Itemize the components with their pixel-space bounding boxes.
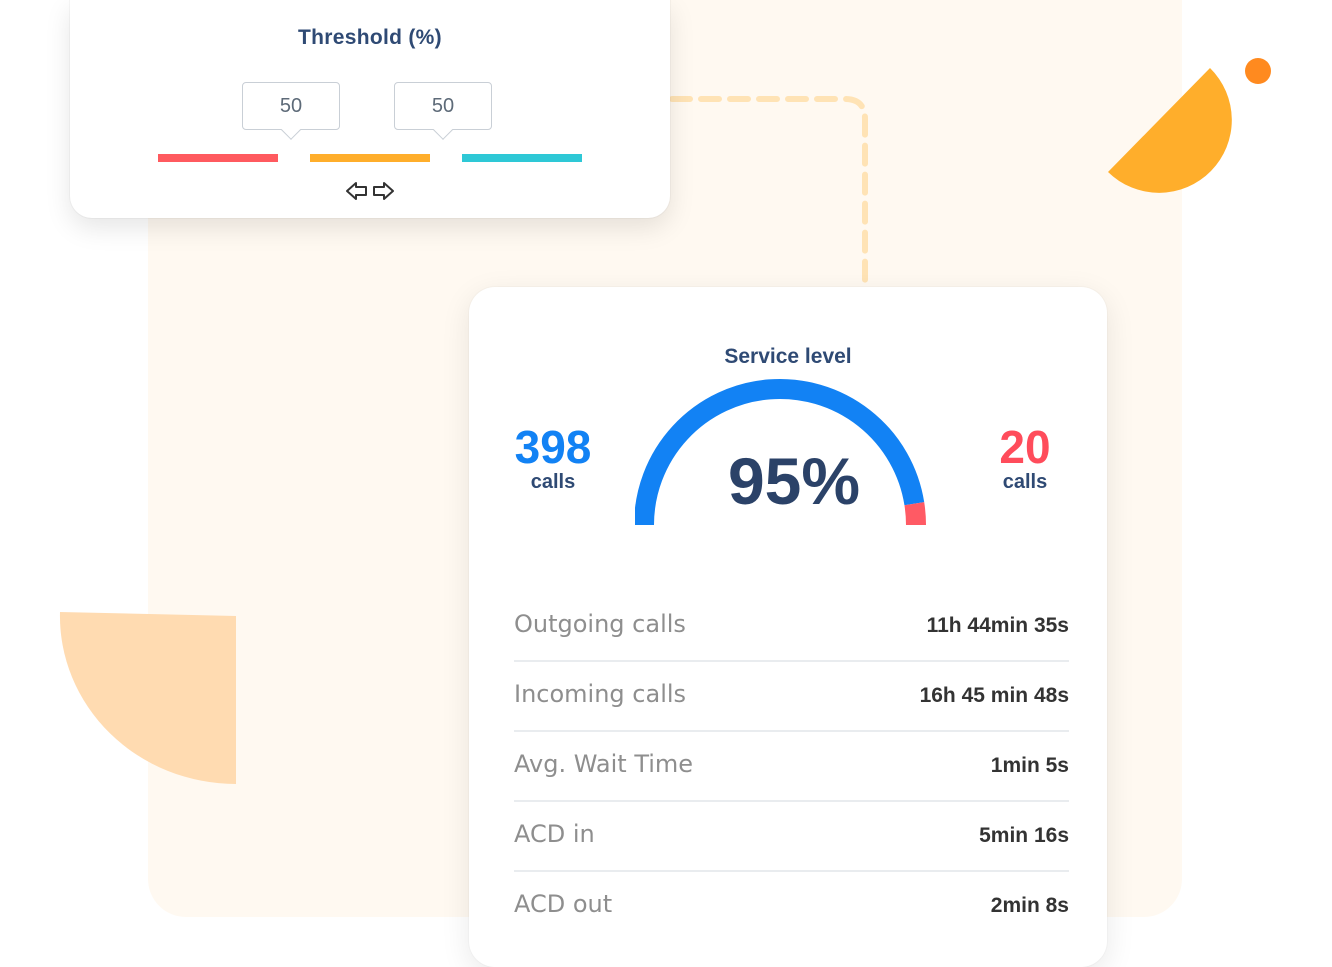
missed-calls-unit: calls <box>1002 471 1048 493</box>
peach-quarter-circle-decoration <box>59 612 237 784</box>
missed-calls-count: 20 <box>999 421 1051 473</box>
metric-value: 5min 16s <box>979 824 1069 847</box>
metric-label: Avg. Wait Time <box>514 750 694 778</box>
threshold-marker-1[interactable]: 50 <box>242 82 340 140</box>
service-level-gauge <box>635 378 927 526</box>
missed-calls-stat: 20 calls <box>960 422 1090 492</box>
orange-half-circle-decoration <box>1108 68 1232 193</box>
metric-label: Incoming calls <box>514 680 687 708</box>
threshold-title: Threshold (%) <box>298 26 442 49</box>
metric-value: 2min 8s <box>990 894 1069 917</box>
left-right-arrows-icon[interactable] <box>344 176 396 206</box>
threshold-segment-low <box>158 154 278 162</box>
metric-label: ACD in <box>514 820 595 848</box>
gauge-arc-primary <box>635 378 925 526</box>
orange-dot-decoration <box>1245 58 1271 84</box>
metric-value: 11h 44min 35s <box>926 614 1069 637</box>
metric-label: ACD out <box>514 890 613 918</box>
service-level-percentage: 95% <box>727 444 861 518</box>
metric-row-avg-wait-time: Avg. Wait Time 1min 5s <box>514 732 1069 802</box>
threshold-marker-2-value: 50 <box>431 95 455 117</box>
answered-calls-count: 398 <box>514 421 592 473</box>
metric-row-acd-out: ACD out 2min 8s <box>514 872 1069 942</box>
metric-value: 16h 45 min 48s <box>919 684 1069 707</box>
threshold-segment-high <box>462 154 582 162</box>
threshold-marker-1-value: 50 <box>279 95 303 117</box>
threshold-marker-2[interactable]: 50 <box>394 82 492 140</box>
metric-row-outgoing-calls: Outgoing calls 11h 44min 35s <box>514 592 1069 662</box>
metric-row-incoming-calls: Incoming calls 16h 45 min 48s <box>514 662 1069 732</box>
dashed-connector <box>669 96 868 293</box>
metric-row-acd-in: ACD in 5min 16s <box>514 802 1069 872</box>
answered-calls-stat: 398 calls <box>488 422 618 492</box>
threshold-card: Threshold (%) 50 50 <box>70 0 670 218</box>
service-level-card: Service level 95% 398 calls 20 calls Out… <box>469 287 1107 967</box>
threshold-segment-mid <box>310 154 430 162</box>
metric-value: 1min 5s <box>990 754 1069 777</box>
metrics-list: Outgoing calls 11h 44min 35s Incoming ca… <box>514 592 1069 942</box>
service-level-title: Service level <box>724 345 852 368</box>
metric-label: Outgoing calls <box>514 610 686 638</box>
answered-calls-unit: calls <box>530 471 576 493</box>
gauge-arc-remainder <box>904 502 927 526</box>
